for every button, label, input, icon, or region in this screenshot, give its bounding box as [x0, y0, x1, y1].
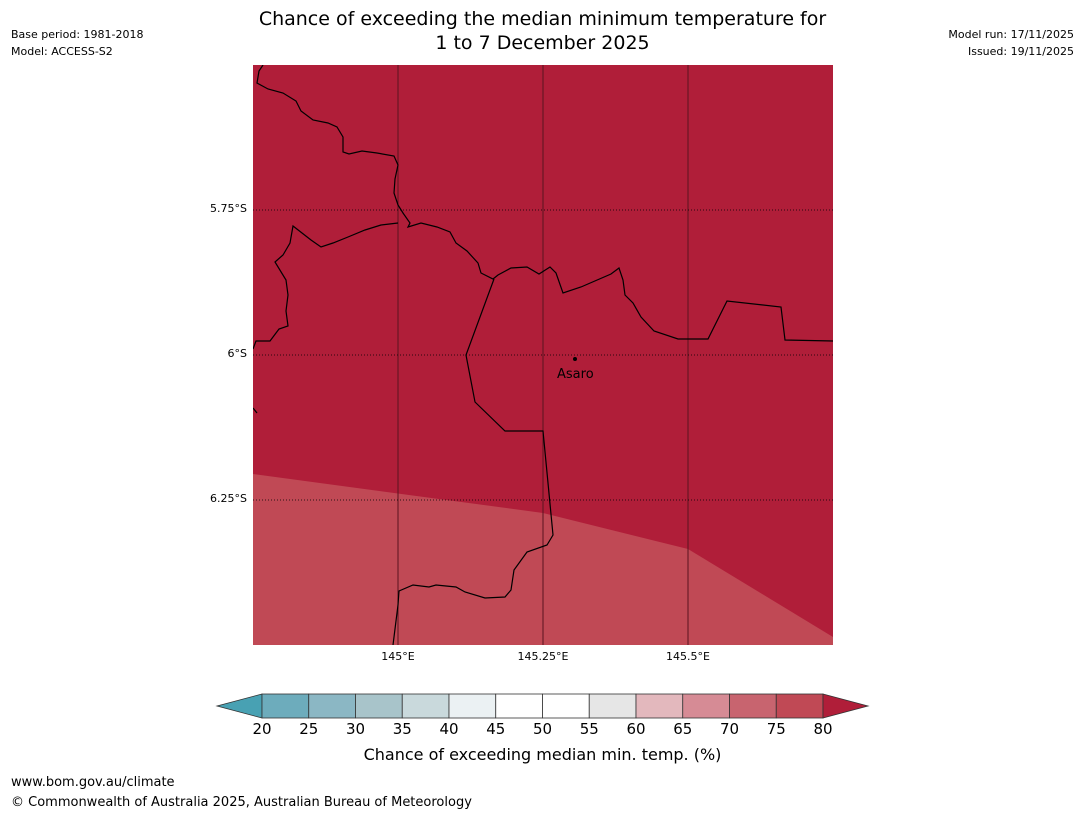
border-north: [256, 65, 833, 342]
issued-date: Issued: 19/11/2025: [967, 45, 1074, 58]
lat-label-6-25s: 6.25°S: [210, 492, 247, 505]
footer-copyright: © Commonwealth of Australia 2025, Austra…: [11, 795, 472, 810]
border-west-edge: [253, 407, 258, 414]
colorbar-segment: [729, 693, 777, 719]
colorbar-segment: [355, 693, 403, 719]
border-central: [392, 278, 554, 645]
lon-label-145e: 145°E: [381, 650, 415, 663]
colorbar-segment: [308, 693, 356, 719]
colorbar-extend-high: [822, 693, 870, 719]
colorbar-tick-label: 70: [719, 720, 740, 738]
header-right: Model run: 17/11/2025 Issued: 19/11/2025: [948, 26, 1074, 60]
colorbar: [215, 693, 870, 719]
asaro-label: Asaro: [557, 367, 594, 382]
header-left: Base period: 1981-2018 Model: ACCESS-S2: [11, 26, 143, 60]
colorbar-tick-label: 35: [392, 720, 412, 738]
colorbar-segment: [635, 693, 684, 719]
colorbar-label: Chance of exceeding median min. temp. (%…: [363, 745, 722, 764]
colorbar-tick-label: 30: [345, 720, 366, 738]
colorbar-segment: [682, 693, 730, 719]
colorbar-tick-label: 65: [673, 720, 693, 738]
province-borders: [253, 65, 833, 645]
colorbar-segment: [261, 693, 310, 719]
colorbar-extend-low: [215, 693, 263, 719]
colorbar-segment: [401, 693, 450, 719]
colorbar-tick-label: 75: [766, 720, 786, 738]
colorbar-tick-label: 60: [626, 720, 646, 738]
colorbar-segment: [588, 693, 637, 719]
colorbar-tick-label: 25: [299, 720, 319, 738]
colorbar-segment: [775, 693, 824, 719]
border-west-loop: [253, 222, 399, 350]
map-title-line1: Chance of exceeding the median minimum t…: [258, 8, 827, 30]
map-title-line2: 1 to 7 December 2025: [435, 32, 650, 54]
colorbar-segments: [261, 693, 824, 719]
lon-label-145-5e: 145.5°E: [666, 650, 710, 663]
colorbar-tick-label: 45: [486, 720, 506, 738]
forecast-map[interactable]: Asaro: [253, 65, 833, 645]
colorbar-tick-label: 40: [439, 720, 459, 738]
asaro-marker: [573, 357, 577, 361]
colorbar-segment: [495, 693, 543, 719]
lon-label-145-25e: 145.25°E: [517, 650, 569, 663]
colorbar-segment: [448, 693, 497, 719]
colorbar-tick-label: 50: [532, 720, 553, 738]
lat-label-5-75s: 5.75°S: [210, 202, 247, 215]
colorbar-tick-label: 80: [813, 720, 833, 738]
colorbar-tick-label: 20: [252, 720, 272, 738]
model-name: Model: ACCESS-S2: [11, 45, 113, 58]
colorbar-tick-label: 55: [579, 720, 599, 738]
colorbar-segment: [542, 693, 590, 719]
model-run: Model run: 17/11/2025: [948, 28, 1074, 41]
footer-url[interactable]: www.bom.gov.au/climate: [11, 775, 175, 790]
base-period: Base period: 1981-2018: [11, 28, 144, 41]
lat-label-6s: 6°S: [227, 347, 247, 360]
